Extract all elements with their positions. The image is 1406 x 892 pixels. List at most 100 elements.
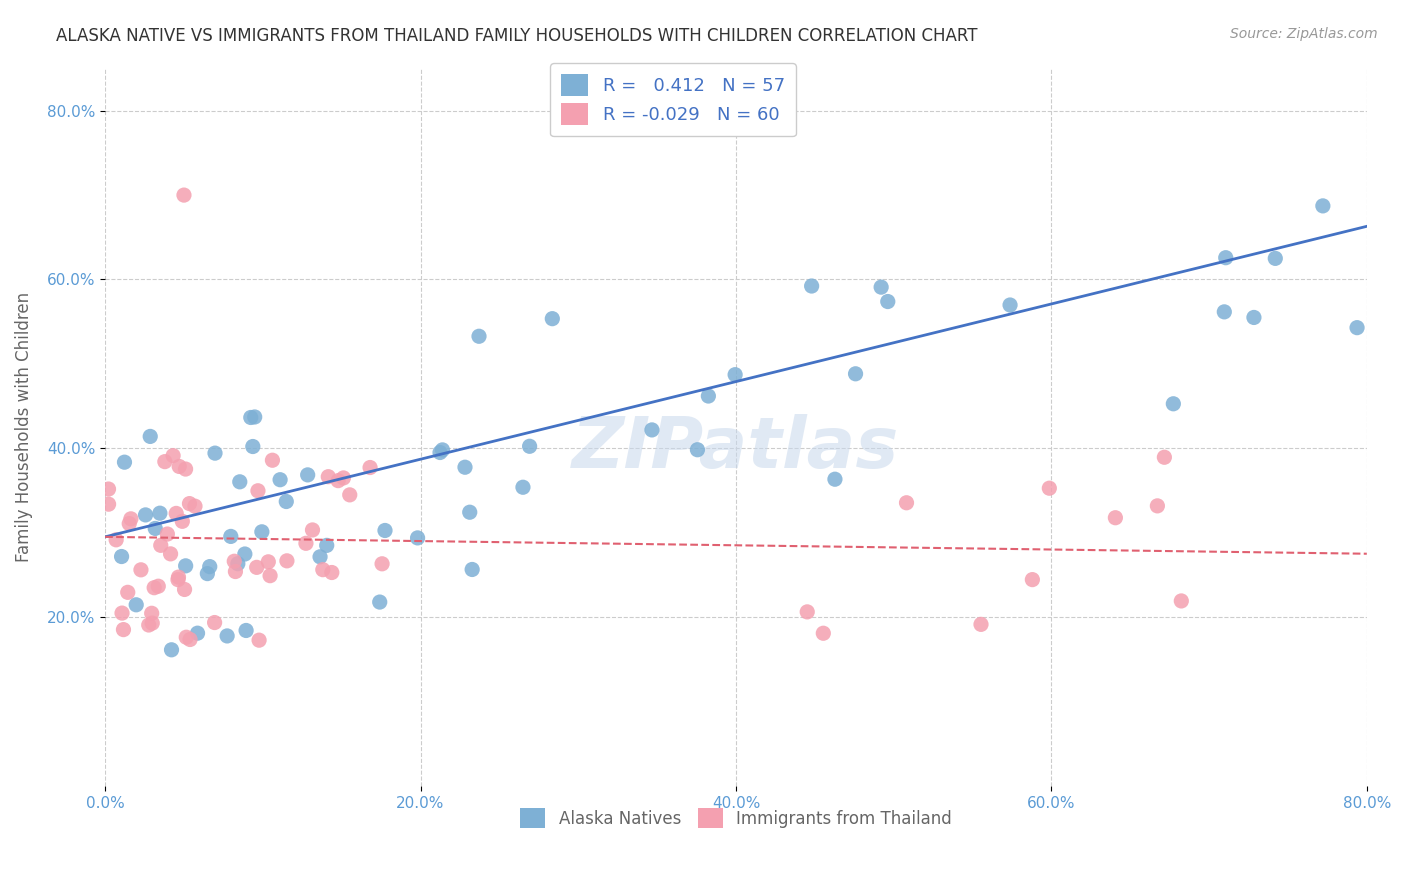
Point	[198, 559, 221, 574]
Point	[118, 516, 141, 531]
Point	[149, 538, 172, 552]
Point	[125, 598, 148, 612]
Point	[406, 531, 429, 545]
Point	[233, 547, 256, 561]
Point	[813, 626, 835, 640]
Point	[1215, 251, 1237, 265]
Point	[162, 449, 184, 463]
Text: ZIPatlas: ZIPatlas	[572, 414, 900, 483]
Point	[97, 497, 120, 511]
Point	[141, 616, 163, 631]
Point	[250, 524, 273, 539]
Point	[301, 523, 323, 537]
Text: Source: ZipAtlas.com: Source: ZipAtlas.com	[1230, 27, 1378, 41]
Point	[458, 505, 481, 519]
Point	[246, 560, 269, 574]
Point	[184, 499, 207, 513]
Point	[374, 524, 396, 538]
Point	[276, 554, 298, 568]
Point	[724, 368, 747, 382]
Point	[129, 563, 152, 577]
Point	[309, 549, 332, 564]
Point	[259, 568, 281, 582]
Point	[112, 623, 135, 637]
Point	[697, 389, 720, 403]
Point	[156, 527, 179, 541]
Point	[371, 557, 394, 571]
Point	[359, 460, 381, 475]
Point	[970, 617, 993, 632]
Point	[328, 474, 350, 488]
Point	[315, 538, 337, 552]
Point	[824, 472, 846, 486]
Point	[204, 446, 226, 460]
Point	[97, 482, 120, 496]
Point	[153, 455, 176, 469]
Point	[111, 606, 134, 620]
Point	[796, 605, 818, 619]
Point	[224, 565, 246, 579]
Point	[139, 429, 162, 443]
Point	[224, 554, 246, 568]
Point	[138, 618, 160, 632]
Point	[844, 367, 866, 381]
Point	[117, 585, 139, 599]
Point	[160, 642, 183, 657]
Point	[219, 529, 242, 543]
Point	[235, 624, 257, 638]
Point	[114, 455, 136, 469]
Point	[512, 480, 534, 494]
Point	[179, 632, 201, 647]
Point	[226, 557, 249, 571]
Point	[195, 566, 218, 581]
Y-axis label: Family Households with Children: Family Households with Children	[15, 292, 32, 562]
Point	[204, 615, 226, 630]
Point	[276, 494, 298, 508]
Point	[1038, 481, 1060, 495]
Point	[686, 442, 709, 457]
Point	[998, 298, 1021, 312]
Point	[165, 507, 187, 521]
Point	[368, 595, 391, 609]
Point	[1021, 573, 1043, 587]
Point	[641, 423, 664, 437]
Point	[174, 630, 197, 644]
Point	[246, 483, 269, 498]
Point	[896, 496, 918, 510]
Point	[519, 439, 541, 453]
Point	[262, 453, 284, 467]
Point	[167, 570, 190, 584]
Legend: Alaska Natives, Immigrants from Thailand: Alaska Natives, Immigrants from Thailand	[513, 801, 959, 835]
Point	[186, 626, 208, 640]
Point	[172, 514, 194, 528]
Point	[432, 442, 454, 457]
Point	[269, 473, 291, 487]
Point	[461, 562, 484, 576]
Point	[339, 488, 361, 502]
Point	[1146, 499, 1168, 513]
Point	[167, 459, 190, 474]
Point	[468, 329, 491, 343]
Point	[143, 521, 166, 535]
Point	[332, 471, 354, 485]
Point	[173, 582, 195, 597]
Point	[321, 566, 343, 580]
Point	[179, 497, 201, 511]
Point	[1346, 320, 1368, 334]
Point	[148, 579, 170, 593]
Point	[295, 536, 318, 550]
Point	[1104, 510, 1126, 524]
Point	[149, 506, 172, 520]
Point	[1163, 397, 1185, 411]
Point	[1264, 252, 1286, 266]
Point	[1153, 450, 1175, 465]
Point	[242, 440, 264, 454]
Point	[316, 469, 339, 483]
Point	[257, 555, 280, 569]
Point	[120, 512, 142, 526]
Point	[1312, 199, 1334, 213]
Point	[297, 467, 319, 482]
Point	[105, 533, 128, 547]
Point	[135, 508, 157, 522]
Point	[159, 547, 181, 561]
